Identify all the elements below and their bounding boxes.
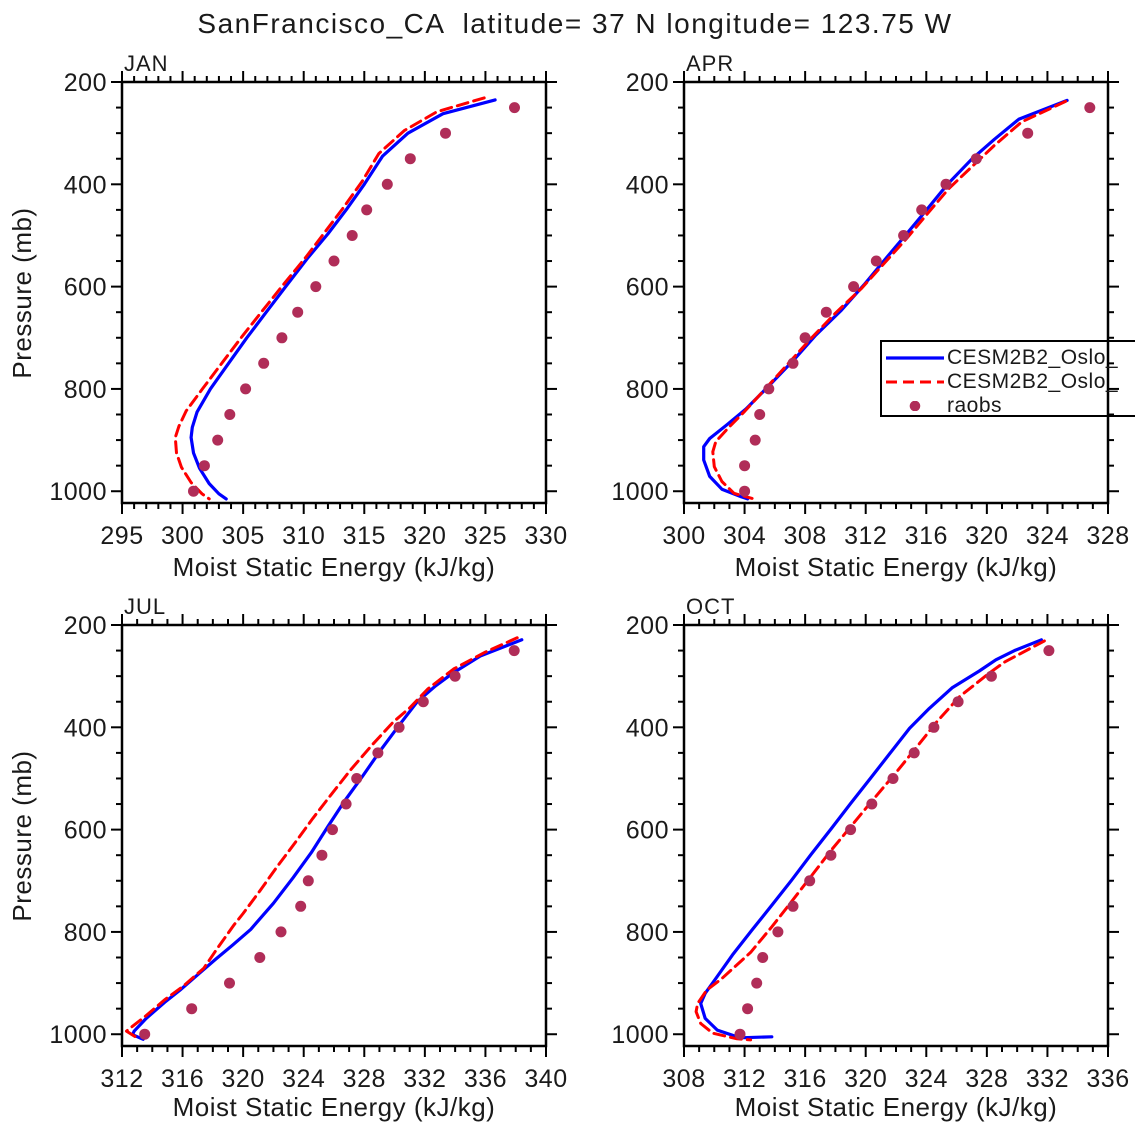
y-tick-label: 400: [64, 171, 107, 199]
x-tick-label: 312: [723, 1065, 766, 1093]
x-tick-label: 300: [662, 522, 705, 550]
y-tick-label: 200: [64, 612, 107, 640]
panel-jul-month-label: JUL: [124, 594, 167, 619]
y-tick-label: 200: [626, 612, 669, 640]
x-tick-label: 332: [403, 1065, 446, 1093]
legend-row-model-solid: CESM2B2_Oslo_: [882, 346, 1135, 370]
legend-row-model-dashed: CESM2B2_Oslo_: [882, 370, 1135, 394]
y-tick-label: 600: [64, 817, 107, 845]
legend-label-model-dashed: CESM2B2_Oslo_: [947, 370, 1119, 393]
x-tick-label: 316: [905, 522, 948, 550]
panel-oct-month-label: OCT: [686, 594, 736, 619]
axis-ticks: [111, 71, 557, 514]
y-tick-label: 1000: [49, 478, 107, 506]
tick-labels: 300 304 308 312 316 320 324 328 200 400 600 800 1000: [611, 69, 1129, 550]
y-tick-label: 400: [64, 714, 107, 742]
y-tick-label: 1000: [611, 1021, 669, 1049]
series-raobs-dots: [734, 645, 1055, 1040]
x-tick-label: 336: [464, 1065, 507, 1093]
x-tick-label: 332: [1026, 1065, 1069, 1093]
x-tick-label: 324: [905, 1065, 948, 1093]
y-tick-label: 800: [626, 919, 669, 947]
legend-label-raobs: raobs: [947, 394, 1003, 417]
y-tick-label: 800: [626, 376, 669, 404]
x-tick-label: 328: [965, 1065, 1008, 1093]
x-tick-label: 312: [844, 522, 887, 550]
tick-labels: 295 300 305 310 315 320 325 330 200 400 600 800 1000: [49, 69, 567, 550]
x-tick-label: 328: [1086, 522, 1129, 550]
x-tick-label: 324: [282, 1065, 325, 1093]
y-axis-title-bottom-row: Pressure (mb): [7, 750, 37, 922]
tick-labels: 308 312 316 320 324 328 332 336 200 400 600 800 1000: [611, 612, 1129, 1093]
y-tick-label: 600: [626, 817, 669, 845]
panel-jan-month-label: JAN: [124, 51, 169, 76]
x-tick-label: 308: [662, 1065, 705, 1093]
axis-ticks: [673, 71, 1119, 514]
series-raobs-dots: [139, 645, 520, 1040]
x-tick-label: 330: [524, 522, 567, 550]
x-tick-label: 310: [282, 522, 325, 550]
x-tick-label: 325: [464, 522, 507, 550]
y-axis-title-top-row: Pressure (mb): [7, 207, 37, 379]
axis-ticks: [673, 614, 1119, 1057]
x-tick-label: 312: [100, 1065, 143, 1093]
series-model-dashed-line: [694, 639, 1046, 1042]
x-axis-title-oct: Moist Static Energy (kJ/kg): [734, 1092, 1058, 1122]
plot-border: [682, 80, 1110, 505]
y-tick-label: 600: [626, 274, 669, 302]
series-model-dashed-line: [125, 636, 519, 1040]
y-tick-label: 1000: [611, 478, 669, 506]
x-axis-title-jan: Moist Static Energy (kJ/kg): [172, 552, 496, 582]
series-model-dashed-line: [173, 96, 486, 501]
x-axis-title-apr: Moist Static Energy (kJ/kg): [734, 552, 1058, 582]
series-model-dashed-line: [711, 99, 1068, 500]
y-tick-label: 800: [64, 919, 107, 947]
red-dashed-line-icon: [886, 380, 944, 384]
y-tick-label: 200: [64, 69, 107, 97]
series-model-solid-line: [189, 98, 497, 501]
panel-apr-plot: 300 304 308 312 316 320 324 328 200 400 600 800 1000: [611, 69, 1129, 550]
series-raobs-dots: [739, 102, 1096, 497]
y-tick-label: 600: [64, 274, 107, 302]
blue-solid-line-icon: [886, 356, 944, 360]
legend: CESM2B2_Oslo_ CESM2B2_Oslo_ raobs: [880, 340, 1135, 417]
x-tick-label: 340: [524, 1065, 567, 1093]
series-raobs-dots: [188, 102, 520, 497]
x-tick-label: 315: [343, 522, 386, 550]
panel-jan-plot: 295 300 305 310 315 320 325 330 200 400 600 800 1000: [49, 69, 567, 550]
x-tick-label: 316: [784, 1065, 827, 1093]
x-tick-label: 320: [844, 1065, 887, 1093]
x-tick-label: 305: [222, 522, 265, 550]
x-tick-label: 295: [100, 522, 143, 550]
plot-border: [682, 623, 1110, 1048]
legend-label-model-solid: CESM2B2_Oslo_: [947, 346, 1119, 369]
tick-labels: 312 316 320 324 328 332 336 340 200 400 600 800 1000: [49, 612, 567, 1093]
x-tick-label: 308: [784, 522, 827, 550]
x-tick-label: 324: [1026, 522, 1069, 550]
axis-ticks: [111, 614, 557, 1057]
panel-apr-month-label: APR: [686, 51, 735, 76]
plot-border: [120, 80, 548, 505]
y-tick-label: 200: [626, 69, 669, 97]
y-tick-label: 1000: [49, 1021, 107, 1049]
x-tick-label: 320: [965, 522, 1008, 550]
x-tick-label: 320: [403, 522, 446, 550]
maroon-dot-icon: [909, 401, 921, 411]
series-model-solid-line: [699, 638, 1043, 1040]
x-tick-label: 316: [161, 1065, 204, 1093]
panel-jul-plot: 312 316 320 324 328 332 336 340 200 400 600 800 1000: [49, 612, 567, 1093]
x-tick-label: 336: [1086, 1065, 1129, 1093]
y-tick-label: 400: [626, 714, 669, 742]
x-tick-label: 320: [222, 1065, 265, 1093]
legend-row-raobs: raobs: [882, 394, 1135, 418]
x-tick-label: 304: [723, 522, 766, 550]
y-tick-label: 400: [626, 171, 669, 199]
x-axis-title-jul: Moist Static Energy (kJ/kg): [172, 1092, 496, 1122]
figure-title: SanFrancisco_CA latitude= 37 N longitude…: [197, 8, 953, 39]
x-tick-label: 328: [343, 1065, 386, 1093]
y-tick-label: 800: [64, 376, 107, 404]
x-tick-label: 300: [161, 522, 204, 550]
panel-oct-plot: 308 312 316 320 324 328 332 336 200 400 600 800 1000: [611, 612, 1129, 1093]
